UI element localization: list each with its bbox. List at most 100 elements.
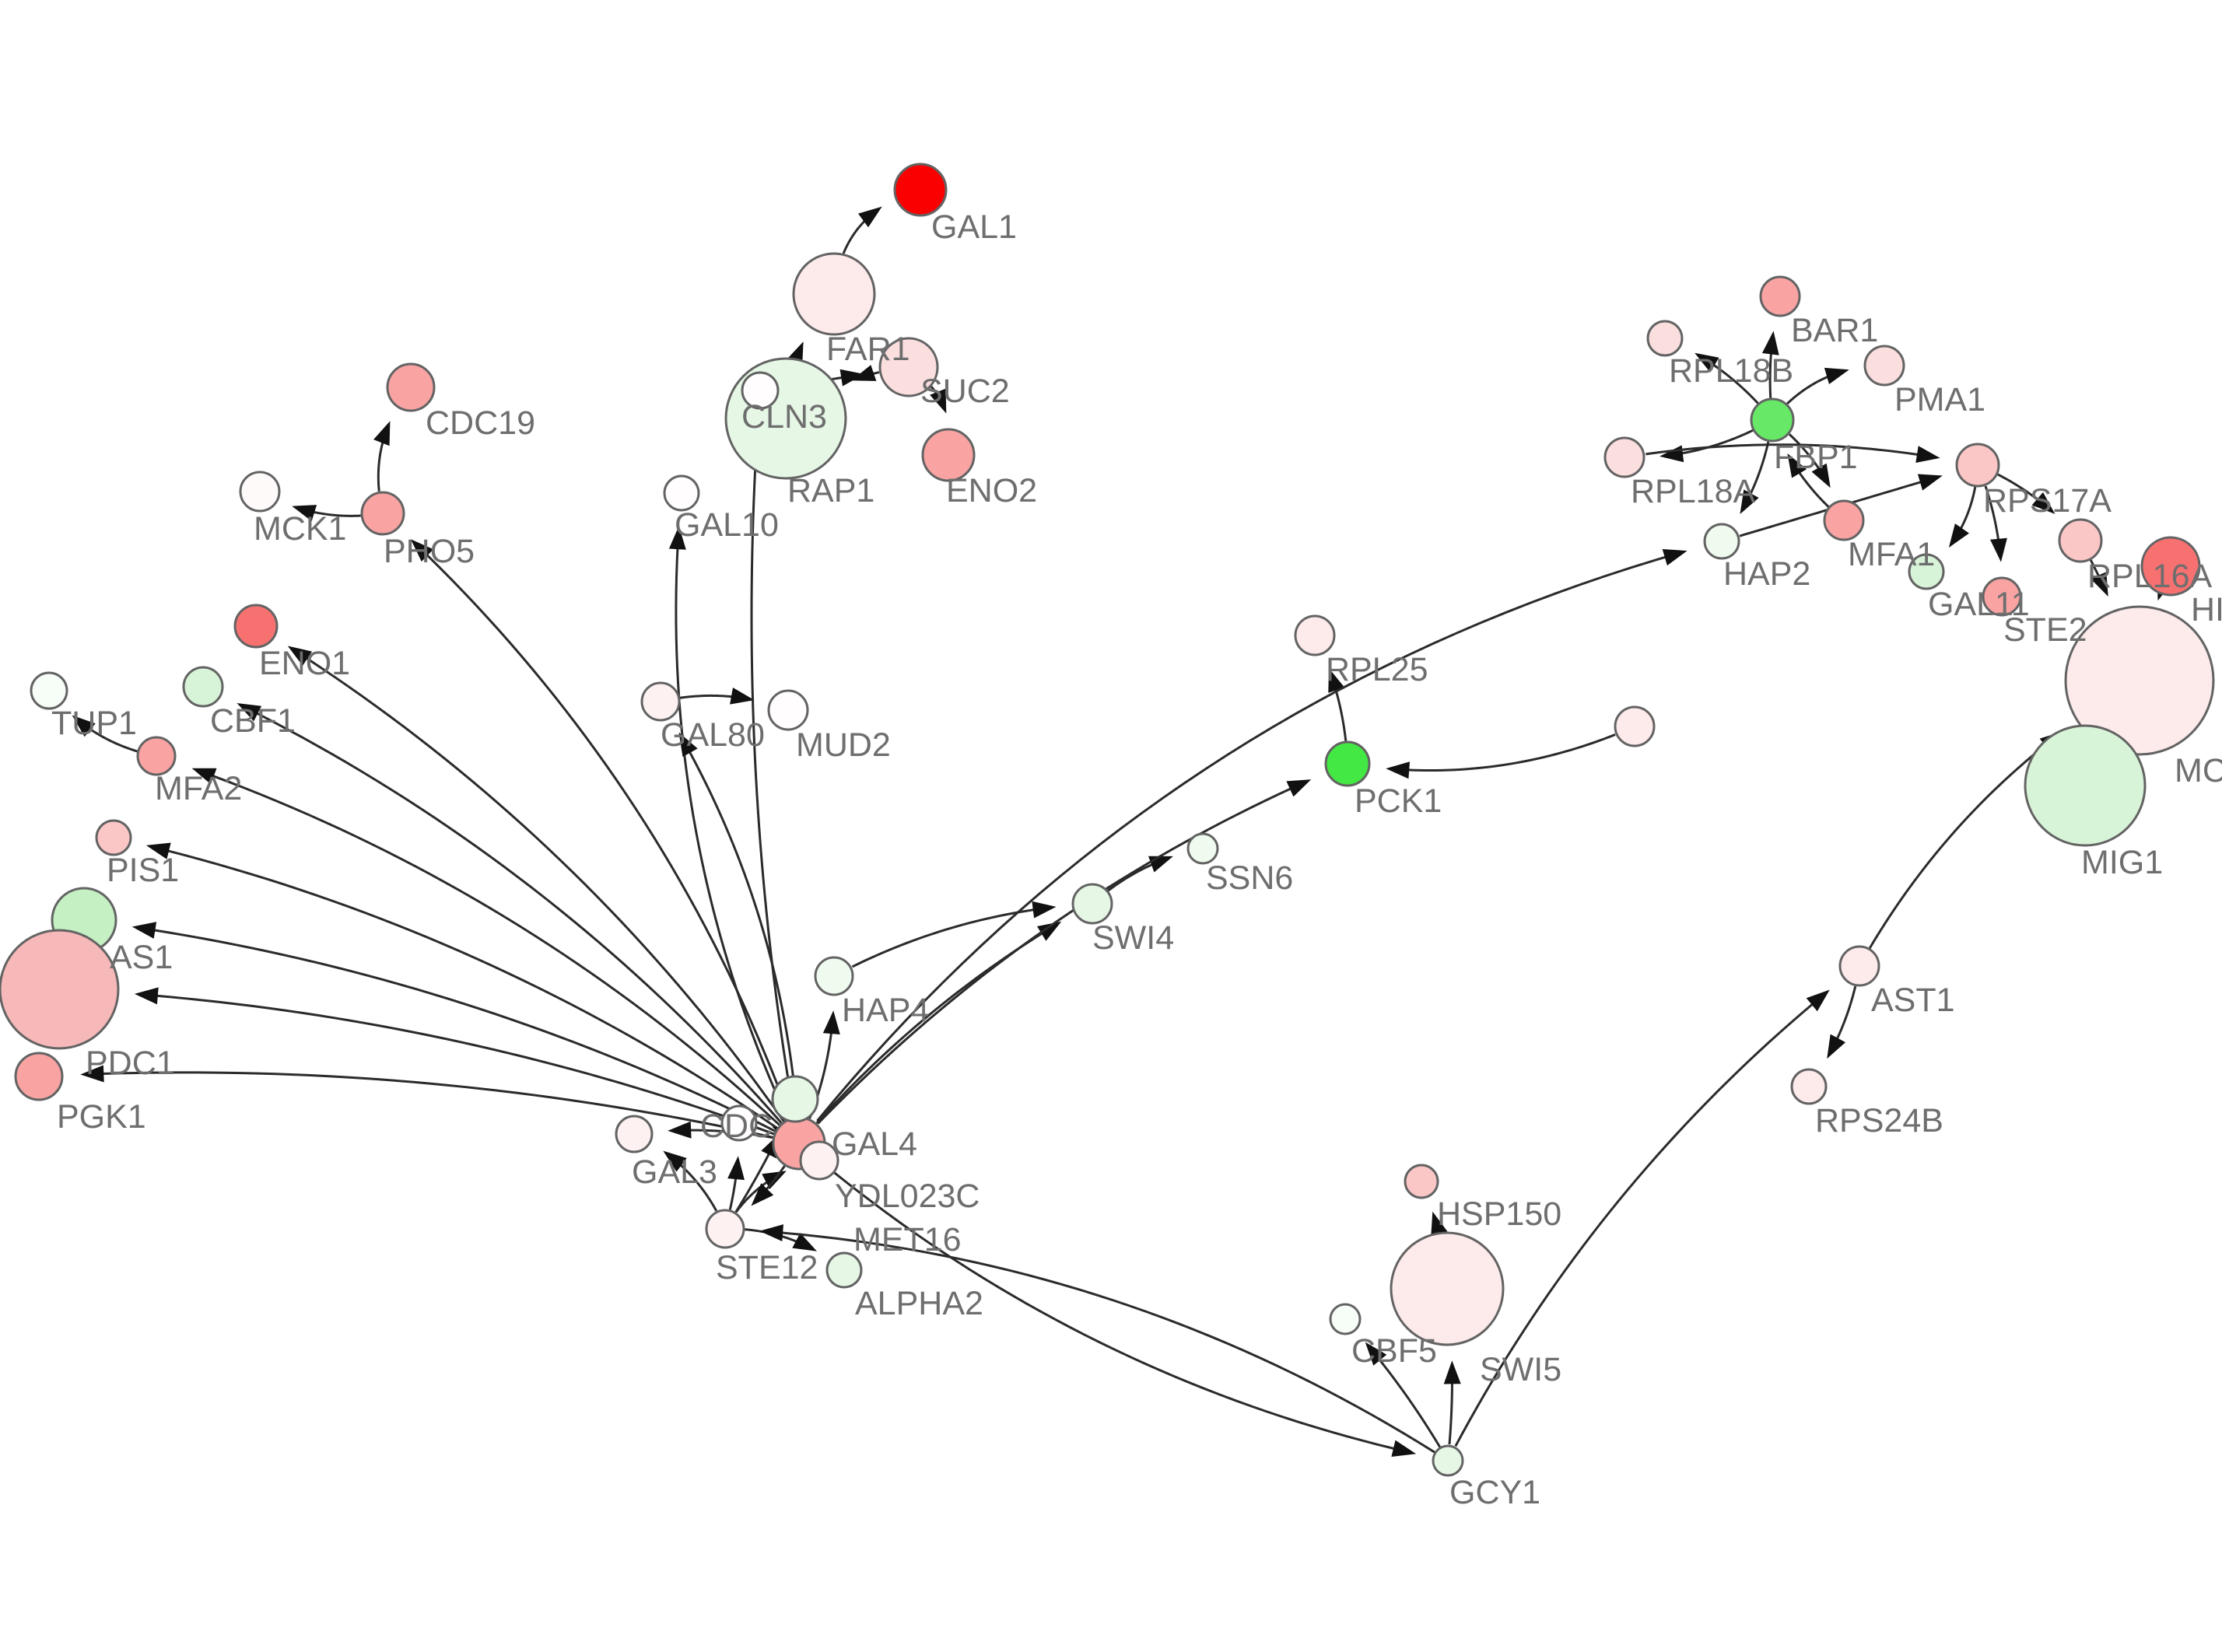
gene-node-pck1[interactable] [1324, 740, 1371, 787]
edge-gal4-to-pck1 [817, 780, 1308, 1125]
edge-gcy1-to-ste12 [764, 1230, 1435, 1454]
gene-node-his4[interactable] [2140, 536, 2201, 597]
gene-node-rpl18b[interactable] [1646, 320, 1684, 357]
gene-node-swi5[interactable] [1390, 1231, 1505, 1346]
gene-node-gcy1[interactable] [1432, 1444, 1464, 1477]
gene-node-ssn6[interactable] [1186, 832, 1219, 865]
gene-node-mig1[interactable] [2024, 724, 2147, 847]
gene-node-gal11[interactable] [1908, 553, 1945, 590]
arrowhead-icon [80, 1065, 104, 1083]
gene-node-pgk1[interactable] [14, 1052, 64, 1101]
arrowhead-icon [1659, 445, 1684, 463]
gene-node-fbp1[interactable] [1750, 397, 1795, 443]
gene-label-gal80: GAL80 [661, 716, 765, 754]
gene-node-cbf5[interactable] [1329, 1303, 1362, 1335]
gene-label-mck1: MCK1 [254, 510, 346, 548]
gene-node-green_n[interactable] [771, 1075, 819, 1123]
arrowhead-icon [759, 1224, 783, 1241]
gene-node-cdc19[interactable] [386, 362, 436, 412]
arrowhead-icon [1761, 331, 1779, 355]
gene-node-mck1[interactable] [239, 471, 281, 513]
gene-node-cdc[interactable] [720, 1104, 758, 1142]
gene-label-rpl16a: RPL16A [2087, 558, 2212, 595]
arrowhead-icon [373, 421, 391, 446]
gene-label-swi4: SWI4 [1092, 919, 1174, 957]
arrowhead-icon [1824, 367, 1849, 384]
gene-node-rpl25[interactable] [1294, 614, 1336, 656]
gene-label-his4: HIS4 [2191, 591, 2222, 628]
gene-node-pma1[interactable] [1863, 345, 1905, 387]
gene-node-far1[interactable] [792, 252, 876, 336]
arrowhead-icon [131, 922, 157, 939]
gene-node-mfa2[interactable] [136, 736, 177, 776]
gene-node-mcm1[interactable] [2064, 605, 2215, 756]
gene-label-gal11: GAL11 [1928, 586, 2030, 623]
gene-node-ydl023c[interactable] [799, 1140, 839, 1181]
arrowhead-icon [1148, 856, 1173, 873]
gene-node-eno1[interactable] [233, 604, 279, 649]
gene-node-gal3[interactable] [615, 1115, 654, 1153]
arrowhead-icon [668, 1121, 692, 1139]
gene-node-pis1[interactable] [95, 819, 132, 856]
gene-label-far1: FAR1 [826, 331, 910, 368]
gene-node-bar1[interactable] [1759, 275, 1801, 317]
gene-label-pma1: PMA1 [1894, 381, 1985, 418]
gene-node-ste2[interactable] [1982, 576, 2022, 617]
gene-label-pdc1: PDC1 [86, 1045, 175, 1082]
gene-node-swi4[interactable] [1071, 883, 1113, 925]
gene-node-gal10[interactable] [663, 474, 700, 512]
arrowhead-icon [1787, 453, 1807, 478]
gene-node-pho5[interactable] [360, 491, 405, 536]
edge-gcy1-to-ast1 [1454, 992, 1828, 1447]
gene-node-mud2[interactable] [767, 689, 809, 731]
gene-node-cbf1[interactable] [182, 666, 224, 708]
gene-node-pdc1[interactable] [0, 929, 120, 1050]
arrowhead-icon [1811, 463, 1831, 488]
edge-gal4-to-pdc1 [138, 992, 775, 1136]
gene-node-mfa1[interactable] [1823, 499, 1865, 541]
gene-node-hsp150[interactable] [1404, 1164, 1439, 1199]
gene-node-rpl18a[interactable] [1603, 436, 1645, 478]
gene-label-ast1: AST1 [1871, 982, 1955, 1019]
gene-label-ste12: STE12 [716, 1249, 818, 1286]
gene-node-hub_a[interactable] [1614, 705, 1656, 747]
gene-label-met16: MET16 [853, 1221, 962, 1258]
gene-label-cbf5: CBF5 [1351, 1332, 1437, 1370]
gene-node-ast1[interactable] [1838, 945, 1880, 987]
arrowhead-icon [1662, 549, 1688, 566]
arrowhead-icon [1431, 1211, 1448, 1237]
gene-node-rap1[interactable] [741, 371, 780, 410]
gene-node-tup1[interactable] [30, 671, 68, 710]
gene-node-rpl16a[interactable] [2058, 518, 2103, 563]
gene-node-eno2[interactable] [921, 428, 976, 482]
gene-label-fbp1: FBP1 [1774, 439, 1858, 476]
arrowhead-icon [727, 1156, 745, 1181]
gene-label-suc2: SUC2 [920, 373, 1010, 410]
gene-node-rps24b[interactable] [1790, 1068, 1828, 1105]
gene-label-rpl18a: RPL18A [1631, 473, 1755, 510]
gene-node-suc2[interactable] [878, 337, 939, 397]
gene-label-eno2: ENO2 [946, 472, 1037, 509]
gene-node-gal1[interactable] [893, 163, 948, 217]
arrowhead-icon [1915, 446, 1940, 463]
gene-label-cbf1: CBF1 [210, 702, 296, 740]
gene-node-alpha2[interactable] [825, 1251, 863, 1289]
gene-node-hap4[interactable] [814, 956, 854, 996]
gene-label-tup1: TUP1 [51, 705, 137, 742]
arrowhead-icon [2031, 492, 2056, 514]
gene-label-hap2: HAP2 [1723, 555, 1810, 593]
gene-node-rps17a[interactable] [1955, 443, 2000, 488]
gene-node-gal80[interactable] [640, 681, 681, 722]
edge-gal4-to-cbf1 [240, 704, 783, 1124]
gene-label-gal3: GAL3 [632, 1153, 717, 1191]
node-layer[interactable] [0, 163, 2215, 1477]
arrowhead-icon [930, 388, 947, 414]
gene-label-ssn6: SSN6 [1206, 859, 1293, 897]
gene-node-ste12[interactable] [705, 1209, 745, 1249]
arrowhead-icon [792, 1233, 817, 1251]
gene-node-hap2[interactable] [1703, 523, 1740, 560]
arrowhead-icon [237, 703, 262, 722]
gene-label-hsp150: HSP150 [1437, 1195, 1561, 1233]
edge-hap4-to-swi4 [851, 906, 1052, 968]
